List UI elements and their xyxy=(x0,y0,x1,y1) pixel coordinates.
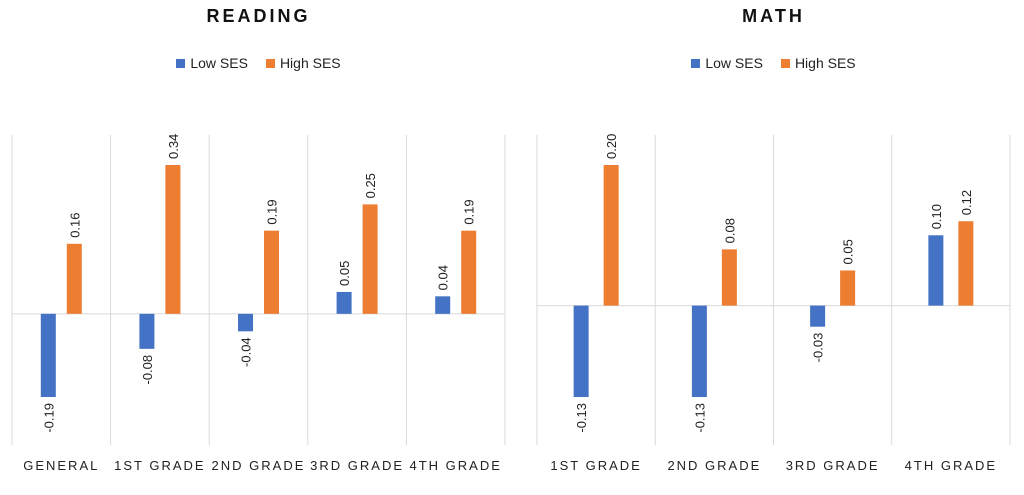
bar xyxy=(810,305,826,327)
bar xyxy=(958,221,974,306)
data-label: 0.16 xyxy=(67,212,82,237)
data-label: -0.13 xyxy=(574,403,589,433)
bar xyxy=(573,305,589,397)
bar xyxy=(40,313,56,397)
bar xyxy=(840,270,856,306)
legend-item: High SES xyxy=(265,55,341,71)
legend-swatch xyxy=(780,58,790,68)
legend: Low SES High SES xyxy=(12,55,505,71)
data-label: 0.05 xyxy=(841,239,856,264)
bar xyxy=(928,235,944,306)
x-tick-label: 1ST GRADE xyxy=(114,458,206,473)
legend-label: Low SES xyxy=(190,55,248,71)
x-tick-label: 3RD GRADE xyxy=(310,458,405,473)
data-label: 0.04 xyxy=(436,265,451,290)
legend-item: Low SES xyxy=(176,55,248,71)
data-label: 0.10 xyxy=(929,204,944,229)
legend: Low SES High SES xyxy=(537,55,1010,71)
bar xyxy=(362,204,378,314)
legend-swatch xyxy=(691,58,701,68)
data-label: 0.20 xyxy=(604,134,619,159)
x-tick-label: GENERAL xyxy=(23,458,100,473)
data-label: 0.19 xyxy=(462,199,477,224)
bar xyxy=(165,165,181,314)
legend-swatch xyxy=(176,58,186,68)
chart-title: MATH xyxy=(742,6,805,26)
x-tick-label: 2ND GRADE xyxy=(211,458,306,473)
data-label: 0.08 xyxy=(722,218,737,243)
x-tick-label: 4TH GRADE xyxy=(409,458,502,473)
x-tick-label: 1ST GRADE xyxy=(550,458,642,473)
legend-swatch xyxy=(265,58,275,68)
bar xyxy=(238,313,253,332)
bar xyxy=(139,313,155,349)
data-label: 0.25 xyxy=(363,173,378,198)
x-tick-label: 2ND GRADE xyxy=(667,458,762,473)
legend-item: High SES xyxy=(780,55,856,71)
chart-title: READING xyxy=(206,6,311,26)
legend-item: Low SES xyxy=(691,55,763,71)
x-tick-label: 3RD GRADE xyxy=(785,458,880,473)
legend-label: Low SES xyxy=(705,55,763,71)
legend-label: High SES xyxy=(794,55,856,71)
data-label: 0.05 xyxy=(337,261,352,286)
data-label: -0.08 xyxy=(140,355,155,385)
data-label: 0.19 xyxy=(265,199,280,224)
bar xyxy=(721,249,737,306)
data-label: -0.13 xyxy=(692,403,707,433)
x-tick-label: 4TH GRADE xyxy=(904,458,998,473)
data-label: 0.34 xyxy=(166,134,181,159)
data-label: 0.12 xyxy=(959,190,974,215)
bar xyxy=(66,243,82,314)
data-label: -0.19 xyxy=(41,403,56,433)
bar xyxy=(264,230,279,314)
data-label: -0.03 xyxy=(811,333,826,363)
legend-label: High SES xyxy=(279,55,341,71)
bar xyxy=(461,230,477,314)
bar xyxy=(603,165,619,306)
bar xyxy=(691,305,707,397)
bar xyxy=(435,296,451,314)
bar xyxy=(336,291,352,314)
data-label: -0.04 xyxy=(239,337,254,367)
